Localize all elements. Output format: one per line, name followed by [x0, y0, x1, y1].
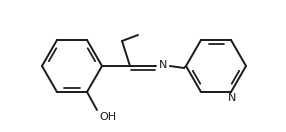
Text: N: N — [159, 60, 167, 70]
Text: OH: OH — [99, 112, 116, 122]
Text: N: N — [228, 93, 236, 103]
